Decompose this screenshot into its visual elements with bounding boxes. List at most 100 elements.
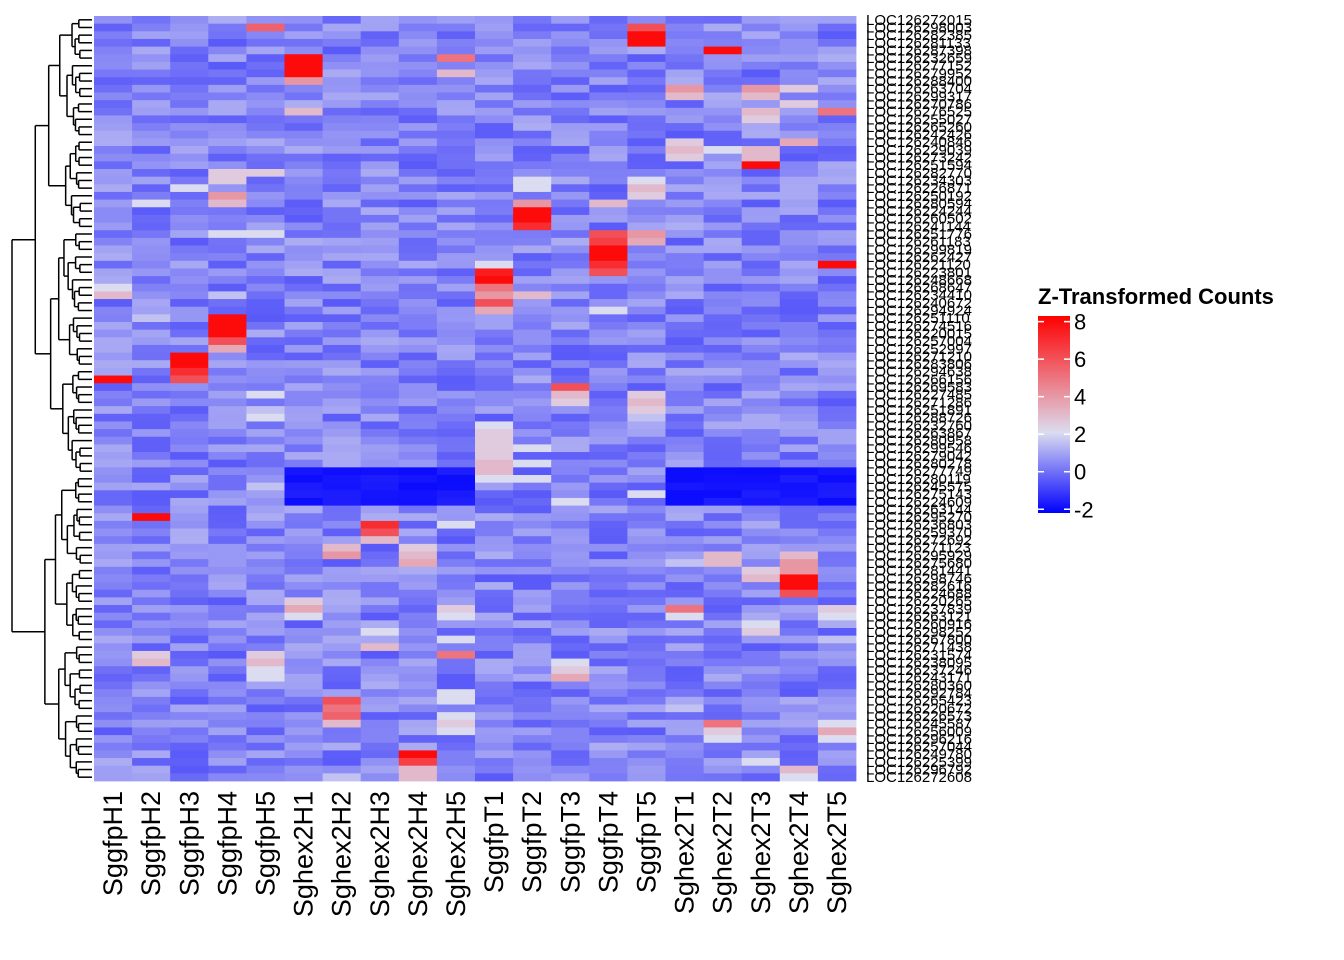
heatmap-cell bbox=[284, 536, 323, 545]
heatmap-cell bbox=[398, 268, 438, 277]
heatmap-cell bbox=[398, 207, 438, 216]
heatmap-cell bbox=[132, 413, 171, 422]
heatmap-cell bbox=[741, 146, 781, 155]
heatmap-cell bbox=[132, 153, 171, 162]
heatmap-cell bbox=[627, 673, 666, 682]
heatmap-cell bbox=[513, 421, 552, 430]
row-label: LOC126242426 bbox=[866, 127, 972, 144]
heatmap-cell bbox=[360, 406, 400, 415]
heatmap-cell bbox=[398, 344, 438, 353]
heatmap-cell bbox=[779, 230, 819, 239]
heatmap-cell bbox=[398, 299, 438, 308]
heatmap-cell bbox=[94, 696, 133, 705]
heatmap-cell bbox=[132, 161, 171, 170]
heatmap-cell bbox=[322, 169, 362, 178]
heatmap-cell bbox=[741, 459, 781, 468]
heatmap-cell bbox=[360, 582, 400, 591]
heatmap-cell bbox=[665, 742, 704, 751]
row-label: LOC126223801 bbox=[866, 264, 972, 281]
heatmap-cell bbox=[513, 123, 552, 132]
heatmap-cell bbox=[817, 635, 857, 644]
heatmap-cell bbox=[589, 222, 628, 231]
heatmap-cell bbox=[551, 306, 590, 315]
heatmap-cell bbox=[284, 398, 323, 407]
heatmap-cell bbox=[551, 146, 590, 155]
row-label: LOC126273242 bbox=[866, 150, 972, 167]
heatmap-cell bbox=[246, 528, 285, 537]
heatmap-cell bbox=[170, 681, 209, 690]
legend-tick-label: -2 bbox=[1074, 497, 1094, 522]
heatmap-cell bbox=[322, 100, 362, 109]
heatmap-cell bbox=[170, 413, 209, 422]
heatmap-cell bbox=[589, 505, 628, 514]
heatmap-cell bbox=[246, 153, 285, 162]
heatmap-cell bbox=[589, 291, 628, 300]
heatmap-cell bbox=[322, 329, 362, 338]
row-label: LOC126263867 bbox=[866, 425, 972, 442]
heatmap-cell bbox=[627, 299, 666, 308]
heatmap-cell bbox=[436, 620, 476, 629]
heatmap-cell bbox=[551, 513, 590, 522]
row-label: LOC126272608 bbox=[866, 769, 972, 786]
heatmap-cell bbox=[703, 245, 743, 254]
heatmap-cell bbox=[208, 283, 247, 292]
heatmap-cell bbox=[284, 268, 323, 277]
heatmap-cell bbox=[94, 352, 133, 361]
heatmap-cell bbox=[208, 704, 247, 713]
column-labels: SggfpH1 SggfpH2 SggfpH3 SggfpH4 SggfpH5 Sghex… bbox=[98, 791, 852, 917]
heatmap-cell bbox=[360, 352, 400, 361]
row-label: LOC126298746 bbox=[866, 570, 972, 587]
heatmap-cell bbox=[360, 681, 400, 690]
heatmap-cell bbox=[322, 184, 362, 193]
heatmap-cell bbox=[246, 719, 285, 728]
heatmap-cell bbox=[436, 497, 476, 506]
heatmap-cell bbox=[398, 712, 438, 721]
heatmap-cell bbox=[246, 467, 285, 476]
heatmap-cell bbox=[132, 69, 171, 78]
heatmap-cell bbox=[741, 253, 781, 262]
heatmap-cell bbox=[132, 742, 171, 751]
row-label: LOC126298003 bbox=[866, 19, 972, 36]
heatmap-cell bbox=[779, 283, 819, 292]
heatmap-cell bbox=[436, 528, 476, 537]
heatmap-cell bbox=[665, 138, 704, 147]
heatmap-cell bbox=[360, 107, 400, 116]
heatmap-cell bbox=[246, 77, 285, 86]
heatmap-cell bbox=[284, 115, 323, 124]
heatmap-cell bbox=[208, 299, 247, 308]
heatmap-cell bbox=[551, 673, 590, 682]
row-label: LOC126257004 bbox=[866, 333, 972, 350]
heatmap-cell bbox=[284, 84, 323, 93]
heatmap-cell bbox=[513, 207, 552, 216]
heatmap-cell bbox=[703, 574, 743, 583]
heatmap-cell bbox=[551, 230, 590, 239]
heatmap-cell bbox=[398, 704, 438, 713]
heatmap-cell bbox=[741, 551, 781, 560]
heatmap-cell bbox=[170, 230, 209, 239]
heatmap-cell bbox=[208, 253, 247, 262]
heatmap-cell bbox=[398, 337, 438, 346]
heatmap-cell bbox=[627, 628, 666, 637]
heatmap-cell bbox=[589, 628, 628, 637]
heatmap-cell bbox=[513, 146, 552, 155]
heatmap-cell bbox=[398, 773, 438, 782]
heatmap-cell bbox=[322, 429, 362, 438]
heatmap-cell bbox=[322, 153, 362, 162]
heatmap-cell bbox=[398, 367, 438, 376]
heatmap-cell bbox=[322, 207, 362, 216]
row-label: LOC126277152 bbox=[866, 58, 972, 75]
heatmap-cell bbox=[779, 153, 819, 162]
heatmap-cell bbox=[398, 153, 438, 162]
heatmap-cell bbox=[208, 214, 247, 223]
heatmap-cell bbox=[208, 329, 247, 338]
heatmap-cell bbox=[627, 352, 666, 361]
heatmap-cell bbox=[741, 444, 781, 453]
heatmap-cell bbox=[665, 31, 704, 40]
heatmap-cell bbox=[513, 406, 552, 415]
heatmap-cell bbox=[208, 765, 247, 774]
heatmap-cell bbox=[627, 574, 666, 583]
heatmap-cell bbox=[703, 260, 743, 269]
heatmap-cell bbox=[779, 490, 819, 499]
heatmap-cell bbox=[170, 16, 209, 25]
heatmap-cell bbox=[94, 536, 133, 545]
